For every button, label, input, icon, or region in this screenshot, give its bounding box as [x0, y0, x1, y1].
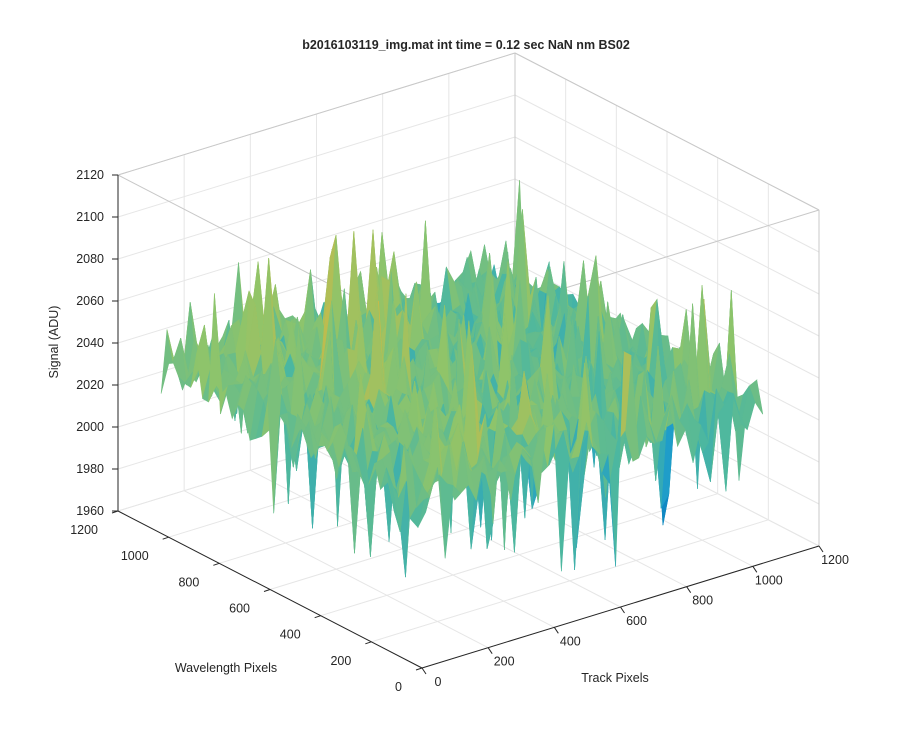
x-tick-label: 1200 — [821, 553, 849, 567]
y-tick — [415, 667, 423, 671]
y-tick-label: 400 — [280, 628, 301, 642]
box-edge — [514, 52, 820, 211]
z-tick-label: 2020 — [76, 378, 104, 392]
y-tick — [263, 589, 271, 592]
x-tick-label: 600 — [626, 614, 647, 628]
axes-box — [111, 174, 824, 675]
surface-mesh — [160, 180, 764, 578]
y-tick — [365, 641, 372, 645]
x-axis-label: Track Pixels — [581, 671, 649, 685]
z-tick-label: 2080 — [76, 252, 104, 266]
y-tick-label: 600 — [229, 602, 250, 616]
chart-title: b2016103119_img.mat int time = 0.12 sec … — [302, 38, 630, 52]
grid-lines — [117, 52, 820, 669]
y-tick-label: 0 — [395, 680, 402, 694]
x-tick — [553, 627, 559, 634]
x-tick-label: 0 — [435, 675, 442, 689]
x-tick — [620, 606, 625, 614]
x-tick-label: 1000 — [755, 573, 783, 587]
x-tick — [421, 667, 427, 675]
y-tick — [162, 536, 169, 540]
z-tick-label: 1980 — [76, 462, 104, 476]
y-tick-label: 200 — [330, 654, 351, 668]
grid-line — [269, 467, 668, 590]
tick-labels: 0 200 400 600 800 1000 1200 0 200 400 600 800 1000 12… — [70, 168, 849, 694]
x-tick — [487, 647, 493, 654]
y-axis-label: Wavelength Pixels — [175, 661, 277, 675]
z-tick-label: 2120 — [76, 168, 104, 182]
z-axis-label: Signal (ADU) — [47, 306, 61, 379]
y-tick-label: 800 — [178, 575, 199, 589]
z-tick-label: 2000 — [76, 420, 104, 434]
x-tick-label: 400 — [560, 634, 581, 648]
x-tick-label: 200 — [494, 655, 515, 669]
z-tick-label: 2100 — [76, 210, 104, 224]
y-tick-label: 1200 — [70, 523, 98, 537]
x-tick — [752, 566, 758, 573]
z-tick-label: 1960 — [76, 504, 104, 518]
y-tick — [213, 562, 220, 566]
x-tick-label: 800 — [692, 594, 713, 608]
grid-line — [371, 519, 769, 643]
z-tick-label: 2060 — [76, 294, 104, 308]
surface-patch — [415, 485, 431, 508]
x-tick — [686, 586, 692, 593]
z-tick-label: 2040 — [76, 336, 104, 350]
y-tick — [314, 615, 321, 619]
box-edge — [117, 52, 516, 176]
y-tick-label: 1000 — [121, 549, 149, 563]
grid-line — [320, 493, 718, 617]
x-tick — [818, 545, 824, 553]
